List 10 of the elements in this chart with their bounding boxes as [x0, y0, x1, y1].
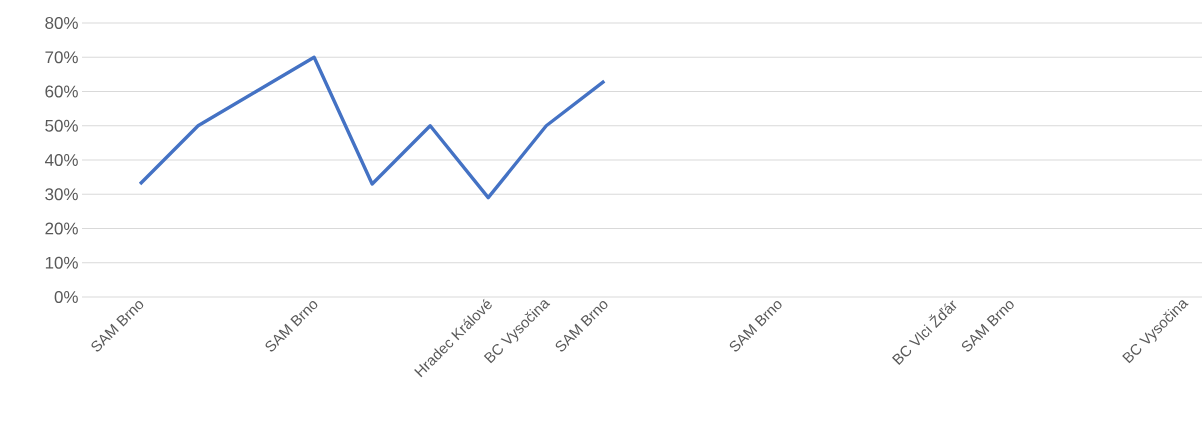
y-tick-label: 10% — [45, 256, 78, 269]
y-tick-label: 60% — [45, 85, 78, 98]
y-tick-label: 30% — [45, 188, 78, 201]
y-tick-label: 50% — [45, 119, 78, 132]
y-tick-label: 40% — [44, 153, 78, 166]
line-series — [138, 55, 606, 200]
y-tick-label: 80% — [45, 16, 78, 29]
y-tick-label: 20% — [45, 222, 78, 235]
y-tick-label: 0% — [54, 290, 78, 303]
y-tick-label: 70% — [45, 51, 78, 64]
